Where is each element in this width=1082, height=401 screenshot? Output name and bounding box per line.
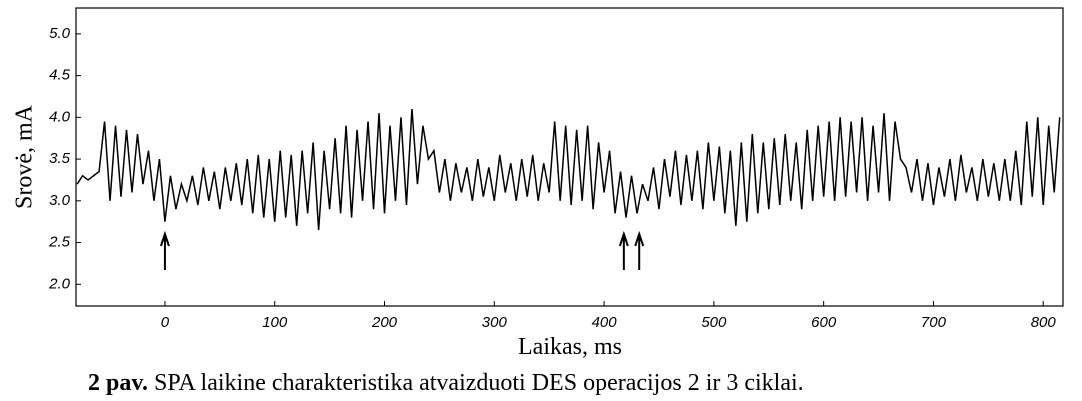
y-tick-label: 5.0 (49, 25, 71, 42)
event-arrow (618, 230, 629, 270)
y-tick-label: 4.0 (49, 108, 71, 125)
signal-line (76, 108, 1061, 231)
x-tick-label: 200 (371, 314, 398, 331)
x-tick-label: 400 (592, 314, 618, 331)
x-tick-label: 500 (701, 314, 727, 331)
y-tick-label: 3.5 (49, 150, 71, 167)
y-tick-label: 2.5 (48, 234, 71, 251)
x-tick-label: 800 (1031, 314, 1057, 331)
x-tick-label: 0 (161, 314, 170, 331)
event-arrow (634, 230, 645, 270)
caption-text: SPA laikine charakteristika atvaizduoti … (154, 370, 804, 396)
x-axis-label: Laikas, ms (518, 334, 622, 360)
caption-label: 2 pav. (88, 370, 148, 396)
y-tick-label: 4.5 (49, 67, 71, 84)
x-tick-label: 700 (921, 314, 947, 331)
x-tick-label: 600 (811, 314, 837, 331)
x-tick-label: 300 (482, 314, 508, 331)
plot-frame (75, 7, 1064, 307)
y-axis-label: Srovė, mA (12, 104, 38, 209)
x-tick-label: 100 (262, 314, 288, 331)
y-tick-label: 2.0 (48, 275, 71, 292)
caption: 2 pav. SPA laikine charakteristika atvai… (88, 370, 804, 396)
event-arrow (159, 230, 170, 270)
y-tick-label: 3.0 (49, 192, 71, 209)
